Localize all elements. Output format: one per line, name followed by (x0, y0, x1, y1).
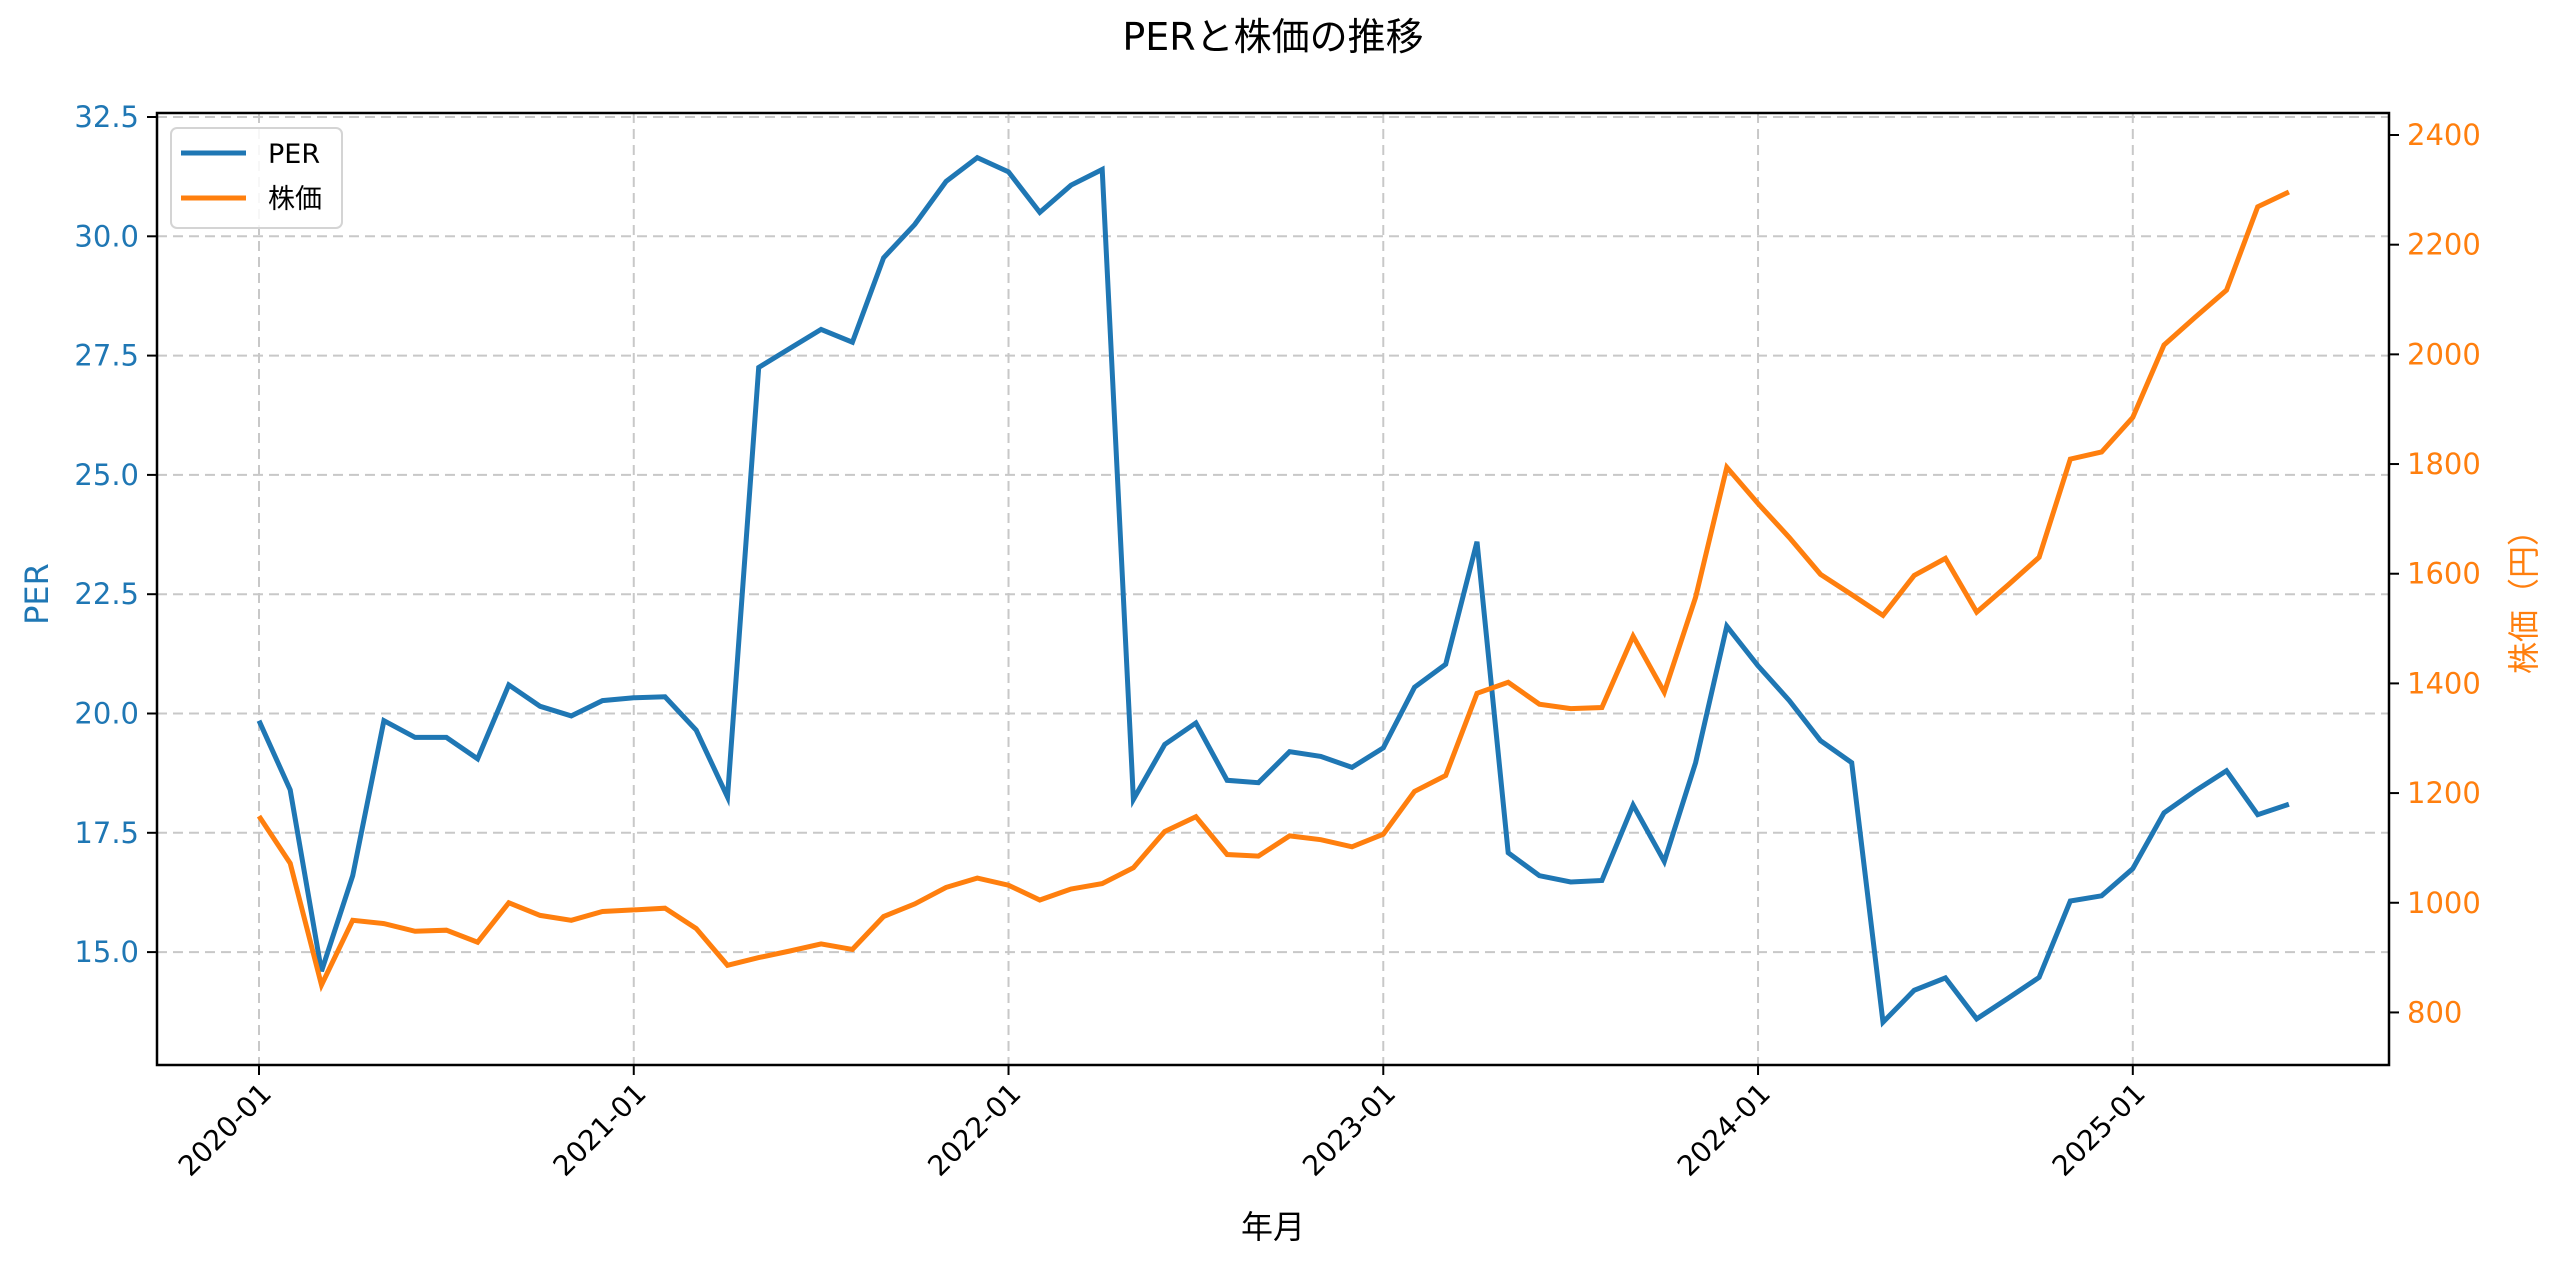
x-tick-label: 2025-01 (2046, 1077, 2152, 1183)
plot-frame (155, 111, 2391, 1067)
chart-title: PERと株価の推移 (1122, 15, 1423, 59)
left-tick-label: 15.0 (74, 935, 139, 969)
x-tick-label: 2020-01 (172, 1077, 278, 1183)
plot-area (157, 113, 2389, 1065)
legend-price-label: 株価 (268, 184, 322, 215)
left-tick-label: 25.0 (74, 458, 139, 492)
left-tick-label: 32.5 (74, 100, 139, 134)
right-tick-label: 1000 (2407, 886, 2481, 920)
right-tick-label: 2200 (2407, 228, 2481, 262)
left-y-axis: 15.0 17.5 20.0 22.5 25.0 27.5 30.0 32.5 (74, 100, 157, 969)
right-tick-label: 1400 (2407, 666, 2481, 700)
left-tick-label: 27.5 (74, 339, 139, 373)
left-tick-label: 20.0 (74, 697, 139, 731)
grid-lines (157, 113, 2389, 1065)
x-tick-label: 2023-01 (1296, 1077, 1402, 1183)
right-tick-label: 800 (2407, 995, 2462, 1029)
right-tick-label: 1600 (2407, 557, 2481, 591)
right-tick-label: 2000 (2407, 337, 2481, 371)
x-axis: 2020-01 2021-01 2022-01 2023-01 2024-01 2025-… (172, 1065, 2152, 1183)
left-axis-label: PER (18, 563, 56, 625)
right-tick-label: 1800 (2407, 447, 2481, 481)
price-line (256, 189, 2290, 993)
per-line (256, 154, 2290, 1028)
x-tick-label: 2024-01 (1671, 1077, 1777, 1183)
right-tick-label: 2400 (2407, 118, 2481, 152)
left-tick-label: 22.5 (74, 577, 139, 611)
right-y-axis: 800 1000 1200 1400 1600 1800 2000 2200 2400 (2389, 118, 2481, 1029)
x-axis-label: 年月 (1241, 1208, 1305, 1246)
legend: PER 株価 (170, 127, 343, 229)
left-tick-label: 17.5 (74, 816, 139, 850)
x-tick-label: 2022-01 (921, 1077, 1027, 1183)
legend-per-label: PER (268, 139, 320, 170)
x-tick-label: 2021-01 (547, 1077, 653, 1183)
left-tick-label: 30.0 (74, 219, 139, 253)
right-tick-label: 1200 (2407, 776, 2481, 810)
right-axis-label: 株価（円） (2505, 514, 2543, 674)
